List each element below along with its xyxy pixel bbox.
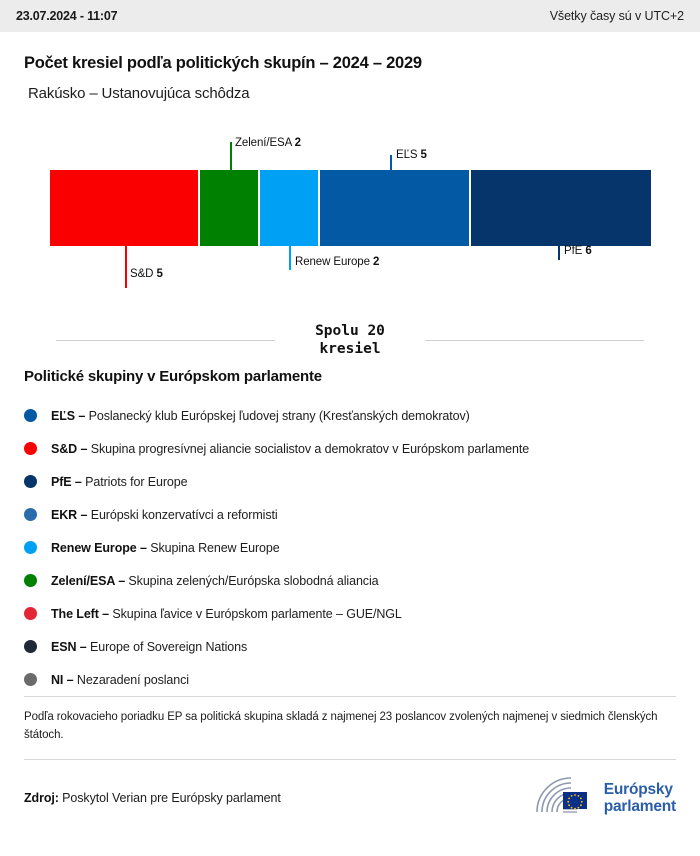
legend: Politické skupiny v Európskom parlamente… xyxy=(0,358,700,696)
legend-item-abbr: Renew Europe – xyxy=(51,540,147,555)
stacked-bar-chart: S&D 5 Zelení/ESA 2 Renew Europe 2 EĽS 5 PfE … xyxy=(0,108,700,338)
bar-label-name: S&D xyxy=(130,268,154,280)
legend-item-abbr: S&D – xyxy=(51,441,88,456)
legend-item-abbr: NI – xyxy=(51,672,74,687)
legend-item-desc: Skupina zelených/Európska slobodná alian… xyxy=(125,573,379,588)
total-seats-line1: Spolu 20 xyxy=(315,323,385,339)
legend-item-desc: Nezaradení poslanci xyxy=(73,672,189,687)
legend-item-abbr: EKR – xyxy=(51,507,88,522)
legend-item-desc: Europe of Sovereign Nations xyxy=(86,639,248,654)
footnote-divider-top xyxy=(24,696,676,698)
legend-item-pfe: PfE – Patriots for Europe xyxy=(24,465,676,498)
bar-label-value: 6 xyxy=(585,245,592,257)
source-label: Zdroj: xyxy=(24,791,59,806)
total-seats-line2: kresiel xyxy=(319,341,381,358)
legend-item-desc: Skupina ľavice v Európskom parlamente – … xyxy=(109,606,402,621)
legend-color-dot xyxy=(24,442,37,456)
legend-item-theleft: The Left – Skupina ľavice v Európskom pa… xyxy=(24,597,676,630)
footnote-divider-bottom xyxy=(24,758,676,760)
bar-label-zelen-esa: Zelení/ESA 2 xyxy=(235,137,301,149)
leader-line-renew-europe xyxy=(289,246,291,270)
legend-item-text: S&D – Skupina progresívnej aliancie soci… xyxy=(51,442,529,456)
legend-item-abbr: ESN – xyxy=(51,639,87,654)
leader-line-pfe xyxy=(558,246,560,260)
bar-label-e-s: EĽS 5 xyxy=(396,149,427,161)
legend-item-text: ESN – Europe of Sovereign Nations xyxy=(51,640,247,654)
source-value: Poskytol Verian pre Európsky parlament xyxy=(58,791,281,806)
legend-item-text: EĽS – Poslanecký klub Európskej ľudovej … xyxy=(51,409,470,423)
seats-bar xyxy=(50,170,651,246)
legend-item-text: EKR – Európski konzervatívci a reformist… xyxy=(51,508,278,522)
timestamp: 23.07.2024 - 11:07 xyxy=(16,9,118,23)
footnote-text: Podľa rokovacieho poriadku EP sa politic… xyxy=(24,711,658,742)
legend-item-desc: Poslanecký klub Európskej ľudovej strany… xyxy=(85,408,470,423)
bar-label-name: Zelení/ESA xyxy=(235,137,292,149)
legend-color-dot xyxy=(24,508,37,522)
bar-segment-renew-europe xyxy=(260,170,321,246)
legend-item-text: PfE – Patriots for Europe xyxy=(51,474,188,489)
page-subtitle: Rakúsko – Ustanovujúca schôdza xyxy=(28,85,250,102)
legend-item-text: The Left – Skupina ľavice v Európskom pa… xyxy=(51,607,402,621)
legend-item-zelenesa: Zelení/ESA – Skupina zelených/Európska s… xyxy=(24,564,676,597)
bar-label-pfe: PfE 6 xyxy=(564,245,592,257)
bar-label-value: 5 xyxy=(420,149,427,161)
total-rule-left xyxy=(56,339,275,341)
legend-item-desc: Patriots for Europe xyxy=(81,474,188,489)
legend-item-abbr: PfE – xyxy=(51,474,82,489)
legend-item-text: Renew Europe – Skupina Renew Europe xyxy=(51,541,280,555)
page-title: Počet kresiel podľa politických skupín –… xyxy=(24,54,422,72)
legend-color-dot xyxy=(24,673,37,687)
bar-label-name: Renew Europe xyxy=(295,256,370,268)
logo-wordmark: Európsky parlament xyxy=(604,781,676,816)
legend-item-desc: Skupina progresívnej aliancie socialisto… xyxy=(87,441,530,456)
logo-line-2: parlament xyxy=(603,798,676,816)
total-seats-row: Spolu 20 kresiel xyxy=(0,322,700,358)
legend-title: Politické skupiny v Európskom parlamente xyxy=(24,368,322,386)
source-row: Zdroj: Poskytol Verian pre Európsky parl… xyxy=(0,760,700,821)
legend-item-abbr: Zelení/ESA – xyxy=(51,573,126,588)
bar-label-value: 2 xyxy=(294,137,301,149)
bar-label-value: 2 xyxy=(373,256,380,268)
bar-segment-s-d xyxy=(50,170,201,246)
bar-segment-pfe xyxy=(470,170,651,246)
legend-item-reneweurope: Renew Europe – Skupina Renew Europe xyxy=(24,531,676,564)
legend-color-dot xyxy=(24,640,37,654)
bar-label-renew-europe: Renew Europe 2 xyxy=(295,256,379,268)
european-parliament-logo: Európsky parlament xyxy=(533,776,676,821)
leader-line-s-d xyxy=(125,246,127,288)
legend-item-es: EĽS – Poslanecký klub Európskej ľudovej … xyxy=(24,399,676,432)
bar-segment-zelen-esa xyxy=(200,170,261,246)
legend-color-dot xyxy=(24,475,37,489)
logo-line-1: Európsky xyxy=(603,781,673,799)
bar-label-s-d: S&D 5 xyxy=(130,268,163,280)
bar-label-value: 5 xyxy=(156,268,163,280)
chart-heading-block: Počet kresiel podľa politických skupín –… xyxy=(0,32,700,102)
legend-item-ekr: EKR – Európski konzervatívci a reformist… xyxy=(24,498,676,531)
legend-item-sd: S&D – Skupina progresívnej aliancie soci… xyxy=(24,432,676,465)
bar-segment-e-s xyxy=(320,170,471,246)
legend-item-desc: Skupina Renew Europe xyxy=(146,540,280,555)
status-bar: 23.07.2024 - 11:07 Všetky časy sú v UTC+… xyxy=(0,0,700,32)
leader-line-zelen-esa xyxy=(230,142,232,170)
leader-line-e-s xyxy=(390,155,392,170)
bar-label-name: EĽS xyxy=(396,149,418,161)
legend-color-dot xyxy=(24,574,37,588)
legend-color-dot xyxy=(24,409,37,423)
total-rule-right xyxy=(425,339,644,341)
total-seats-label: Spolu 20 kresiel xyxy=(275,322,425,358)
legend-item-text: Zelení/ESA – Skupina zelených/Európska s… xyxy=(51,573,379,588)
legend-list: EĽS – Poslanecký klub Európskej ľudovej … xyxy=(24,399,676,696)
legend-item-abbr: The Left – xyxy=(51,606,110,621)
legend-color-dot xyxy=(24,541,37,555)
source-text: Zdroj: Poskytol Verian pre Európsky parl… xyxy=(24,791,281,805)
hemicycle-icon xyxy=(533,776,595,821)
timezone-note: Všetky časy sú v UTC+2 xyxy=(549,9,684,23)
legend-item-abbr: EĽS – xyxy=(51,408,86,423)
legend-item-ni: NI – Nezaradení poslanci xyxy=(24,663,676,696)
bar-label-name: PfE xyxy=(564,245,583,257)
legend-item-text: NI – Nezaradení poslanci xyxy=(51,673,189,687)
legend-item-esn: ESN – Europe of Sovereign Nations xyxy=(24,630,676,663)
legend-color-dot xyxy=(24,607,37,621)
legend-item-desc: Európski konzervatívci a reformisti xyxy=(87,507,278,522)
